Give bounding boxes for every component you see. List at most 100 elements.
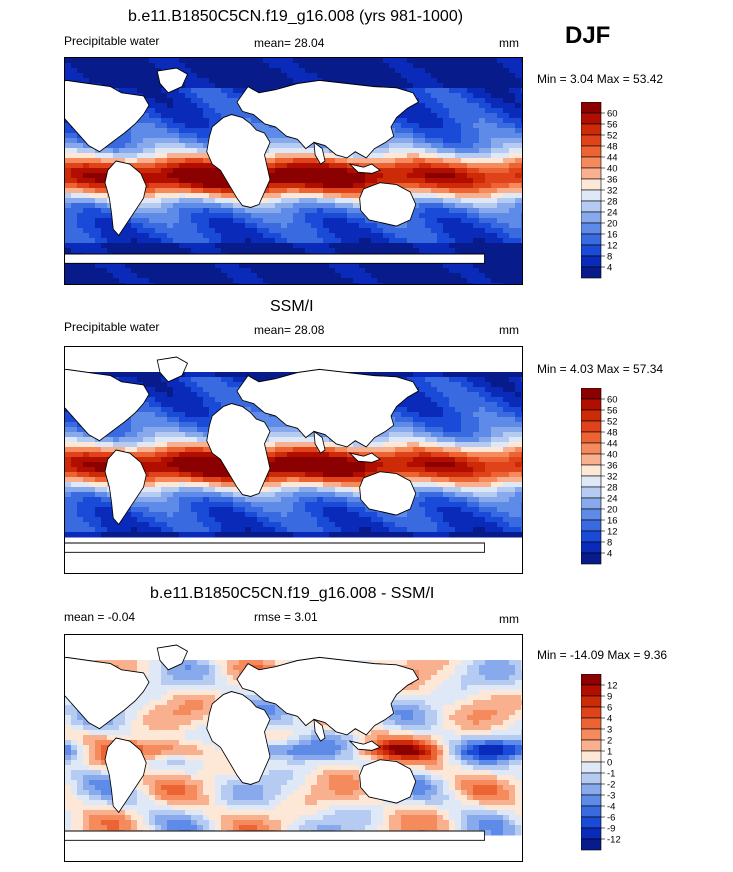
colorbar-swatch [580,838,602,851]
colorbar-swatch [580,816,602,829]
colorbar-tick-label: 16 [607,516,618,527]
colorbar-swatch [580,750,602,763]
colorbar-swatch [580,442,602,455]
colorbar-tick-label: 28 [607,197,618,208]
panel2-mean: mean= 28.08 [254,323,325,337]
colorbar-tick-label: 12 [607,527,618,538]
continent-outline [236,368,420,448]
continent-outline [206,691,271,785]
panel1-map [64,57,523,285]
colorbar-swatch [580,541,602,554]
colorbar-swatch [580,233,602,246]
colorbar-swatch [580,827,602,840]
continent-outline [156,67,189,94]
colorbar-swatch [580,409,602,422]
colorbar-tick-label: -1 [607,769,615,780]
continent-outline [313,430,326,454]
continent-outline [156,644,189,671]
colorbar-swatch [580,706,602,719]
continent-outline [348,163,381,174]
continent-outline [65,79,150,153]
continent-outline [236,79,420,159]
colorbar-swatch [580,134,602,147]
colorbar-tick-label: 8 [607,252,612,263]
colorbar-swatch [580,475,602,488]
continent-outlines [65,67,485,264]
colorbar-swatch [580,464,602,477]
colorbar-tick-label: 12 [607,241,618,252]
colorbar-tick-label: 44 [607,153,618,164]
continent-outline [313,141,326,165]
colorbar-swatch [580,112,602,125]
colorbar-tick-label: 32 [607,472,618,483]
colorbar-tick-label: 52 [607,417,618,428]
colorbar-tick-label: 24 [607,208,618,219]
colorbar-swatch [580,717,602,730]
continent-outline [104,160,147,237]
colorbar-swatch [580,695,602,708]
panel2-colorbar: 60 56 52 48 44 40 36 32 28 24 20 16 12 8 4 [580,387,641,578]
colorbar-tick-label: 36 [607,175,618,186]
colorbar-swatch [580,772,602,785]
season-label: DJF [565,22,611,49]
colorbar-tick-label: 2 [607,736,612,747]
colorbar-tick-label: -12 [607,835,621,846]
colorbar-tick-label: 16 [607,230,618,241]
continent-outline [156,356,189,383]
colorbar-tick-label: 32 [607,186,618,197]
colorbar-swatch [580,453,602,466]
panel1-units: mm [499,36,519,50]
colorbar-tick-label: -6 [607,813,615,824]
colorbar-tick-label: 52 [607,131,618,142]
continent-outline [65,656,150,730]
colorbar-tick-label: -2 [607,780,615,791]
colorbar-swatch [580,101,602,114]
colorbar-swatch [580,431,602,444]
panel3-title: b.e11.B1850C5CN.f19_g16.008 - SSM/I [150,585,435,602]
colorbar-swatch [580,178,602,191]
panel1-colorbar: 60 56 52 48 44 40 36 32 28 24 20 16 12 8 4 [580,101,641,292]
panel3-minmax: Min = -14.09 Max = 9.36 [537,648,668,662]
continent-outline [359,182,417,227]
continent-outline [206,403,271,497]
panel3-mean: mean = -0.04 [64,610,136,624]
colorbar-tick-label: 6 [607,703,612,714]
continent-outlines [65,644,485,841]
colorbar-tick-label: 60 [607,395,618,406]
colorbar-tick-label: -4 [607,802,615,813]
continent-outlines [65,356,485,553]
colorbar-swatch [580,123,602,136]
colorbar-tick-label: 56 [607,406,618,417]
continent-outline [359,471,417,516]
colorbar-swatch [580,552,602,565]
colorbar-swatch [580,783,602,796]
colorbar-tick-label: 4 [607,549,612,560]
colorbar-tick-label: 56 [607,120,618,131]
colorbar-tick-label: 40 [607,164,618,175]
panel2-minmax: Min = 4.03 Max = 57.34 [537,362,664,376]
continent-outline [236,656,420,736]
colorbar-swatch [580,222,602,235]
colorbar-tick-label: 48 [607,428,618,439]
panel2-units: mm [499,323,519,337]
colorbar-tick-label: 4 [607,263,612,274]
colorbar-tick-label: 12 [607,681,618,692]
panel3-units: mm [499,612,519,626]
colorbar-tick-label: 3 [607,725,612,736]
colorbar-swatch [580,728,602,741]
continent-outline [65,542,485,553]
continent-outline [65,368,150,442]
panel3-map-svg [65,644,522,841]
colorbar-swatch [580,167,602,180]
panel2-variable-label: Precipitable water [64,320,160,334]
continent-outline [206,114,271,208]
continent-outline [104,449,147,526]
colorbar-tick-label: 60 [607,109,618,120]
colorbar-swatch [580,761,602,774]
colorbar-tick-label: 48 [607,142,618,153]
colorbar-tick-label: 20 [607,219,618,230]
colorbar-swatch [580,508,602,521]
continent-outline [348,452,381,463]
